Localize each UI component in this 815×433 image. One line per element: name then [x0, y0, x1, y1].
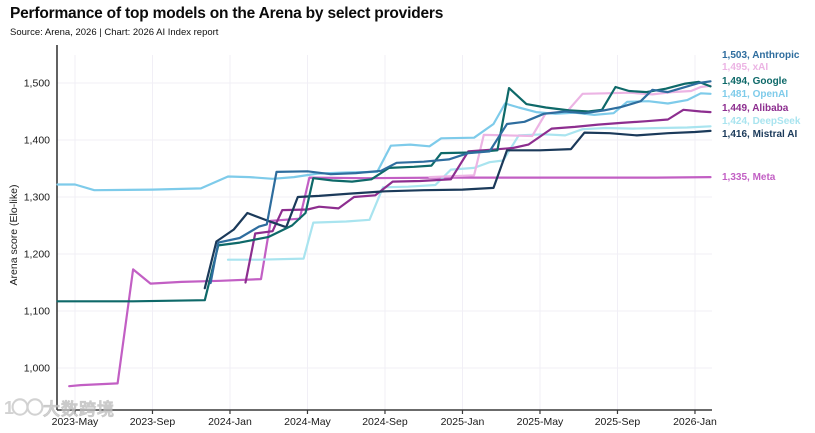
series-line-anthropic [209, 80, 712, 285]
x-tick-label: 2024-Jan [208, 416, 252, 428]
series-line-deepseek [226, 125, 712, 261]
series-line-xai [428, 84, 712, 179]
y-tick-label: 1,100 [24, 306, 50, 318]
x-tick-label: 2026-Jan [673, 416, 717, 428]
y-tick-label: 1,300 [24, 192, 50, 204]
end-label-deepseek: 1,424, DeepSeek [722, 116, 801, 127]
chart-title: Performance of top models on the Arena b… [10, 5, 444, 22]
x-tick-label: 2025-Sep [595, 416, 641, 428]
y-axis-label: Arena score (Elo-like) [8, 185, 20, 286]
end-label-google: 1,494, Google [722, 76, 787, 87]
series-line-openai [56, 92, 712, 192]
x-tick-label: 2024-Sep [362, 416, 408, 428]
y-tick-label: 1,000 [24, 363, 50, 375]
x-tick-label: 2025-May [517, 416, 564, 428]
y-tick-label: 1,200 [24, 249, 50, 261]
end-label-alibaba: 1,449, Alibaba [722, 103, 789, 114]
y-tick-label: 1,400 [24, 135, 50, 147]
chart-source: Source: Arena, 2026 | Chart: 2026 AI Ind… [10, 27, 219, 38]
x-tick-label: 2023-Sep [130, 416, 176, 428]
y-tick-label: 1,500 [24, 78, 50, 90]
end-label-anthropic: 1,503, Anthropic [722, 50, 800, 61]
end-label-mistral-ai: 1,416, Mistral AI [722, 129, 797, 140]
series-line-mistral-ai [203, 129, 712, 290]
series-line-google [56, 80, 712, 303]
series-line-alibaba [244, 108, 712, 284]
end-label-meta: 1,335, Meta [722, 172, 776, 183]
x-tick-label: 2024-May [284, 416, 331, 428]
x-tick-label: 2023-May [52, 416, 99, 428]
end-label-openai: 1,481, OpenAI [722, 89, 788, 100]
x-tick-label: 2025-Jan [441, 416, 485, 428]
end-label-xai: 1,495, xAI [722, 62, 768, 73]
series-line-meta [68, 176, 712, 388]
